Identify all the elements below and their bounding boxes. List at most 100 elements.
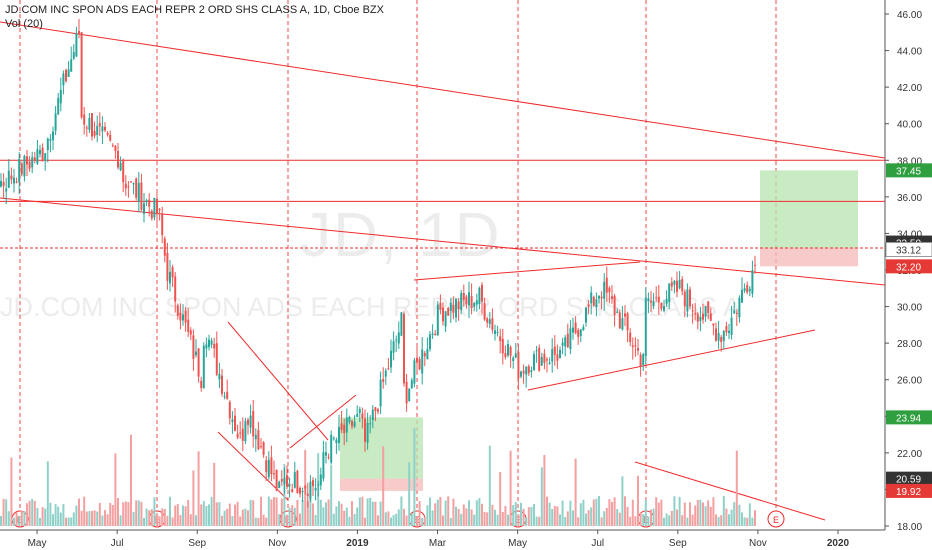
candle-body — [327, 456, 330, 458]
candle-body — [517, 351, 520, 379]
candle-body — [457, 301, 460, 310]
volume-bar — [280, 498, 283, 526]
candle-body — [491, 318, 494, 330]
volume-bar — [327, 499, 330, 526]
volume-bar — [371, 501, 374, 526]
volume-bar — [699, 499, 702, 526]
candle-body — [390, 350, 392, 368]
volume-bar — [145, 508, 148, 526]
candle-body — [252, 410, 255, 437]
candle-body — [626, 313, 629, 331]
candle-body — [93, 131, 96, 136]
volume-bar — [210, 496, 213, 526]
trend-line — [227, 321, 329, 441]
volume-bar — [132, 511, 135, 526]
candle-body — [205, 344, 208, 349]
stop-zone — [760, 248, 858, 267]
candle-body — [637, 348, 639, 351]
volume-bar — [694, 505, 697, 526]
candle-body — [439, 303, 442, 310]
candle-body — [109, 134, 112, 141]
candle-body — [299, 488, 301, 494]
candle-body — [127, 186, 130, 188]
candle-body — [210, 340, 213, 345]
candle-body — [611, 296, 613, 299]
candle-body — [699, 316, 702, 321]
candle-body — [712, 323, 715, 326]
candle-body — [631, 345, 634, 347]
candle-body — [743, 288, 746, 291]
volume-bar — [330, 465, 333, 526]
volume-bar — [618, 512, 621, 526]
candle-body — [15, 181, 18, 183]
volume-bar — [720, 515, 723, 526]
candle-body — [585, 307, 587, 323]
candle-body — [603, 281, 606, 299]
candle-body — [738, 297, 741, 318]
candle-body — [241, 428, 244, 441]
volume-bar — [704, 506, 707, 526]
volume-bar — [421, 517, 424, 526]
candle-body — [174, 276, 177, 302]
volume-bar — [137, 500, 140, 526]
candle-body — [569, 328, 572, 349]
volume-bar — [496, 514, 499, 526]
volume-bar — [335, 506, 338, 526]
candle-body — [353, 421, 356, 427]
volume-bar — [564, 516, 567, 526]
volume-bar — [54, 504, 57, 526]
volume-bar — [423, 516, 426, 526]
candle-body — [345, 417, 348, 433]
volume-bar — [579, 503, 582, 526]
candle-body — [114, 145, 117, 152]
volume-bar — [44, 508, 47, 526]
x-tick-label: Jul — [111, 538, 124, 549]
candle-body — [525, 366, 528, 375]
candle-body — [309, 481, 312, 499]
trend-line — [527, 329, 816, 391]
candle-body — [720, 336, 723, 343]
volume-bar — [247, 510, 249, 526]
candle-body — [70, 59, 73, 72]
volume-bar — [548, 502, 551, 526]
candle-body — [665, 298, 668, 304]
volume-bar — [585, 513, 587, 526]
volume-bar — [262, 514, 265, 526]
volume-bar — [436, 499, 439, 526]
price-label: 33.12 — [896, 246, 921, 257]
candle-body — [613, 295, 616, 315]
volume-bar — [613, 497, 616, 526]
candle-body — [176, 305, 179, 316]
candle-body — [249, 415, 252, 428]
candle-body — [44, 153, 47, 161]
candle-body — [369, 423, 372, 425]
candle-body — [455, 298, 457, 318]
volume-bar — [174, 505, 177, 526]
volume-bar — [119, 515, 122, 526]
volume-bar — [733, 502, 736, 526]
candle-body — [423, 353, 426, 357]
volume-bar — [348, 516, 351, 526]
volume-bar — [395, 513, 398, 526]
volume-bar — [592, 499, 595, 526]
volume-bar — [553, 505, 556, 526]
volume-bar — [457, 508, 460, 526]
volume-bar — [158, 516, 161, 526]
candle-body — [504, 353, 507, 357]
volume-bar — [681, 515, 684, 526]
candle-body — [184, 310, 187, 323]
stop-zone-2019 — [340, 478, 423, 491]
volume-bar — [551, 508, 554, 526]
candle-body — [18, 158, 21, 183]
candle-body — [707, 301, 710, 314]
volume-bar — [426, 505, 429, 526]
candle-body — [67, 69, 70, 77]
volume-bar — [379, 501, 382, 526]
volume-bar — [741, 512, 743, 526]
candle-body — [499, 336, 502, 342]
candle-body — [735, 312, 738, 314]
candle-body — [208, 339, 210, 348]
volume-bar — [176, 503, 179, 526]
candle-body — [325, 452, 327, 456]
